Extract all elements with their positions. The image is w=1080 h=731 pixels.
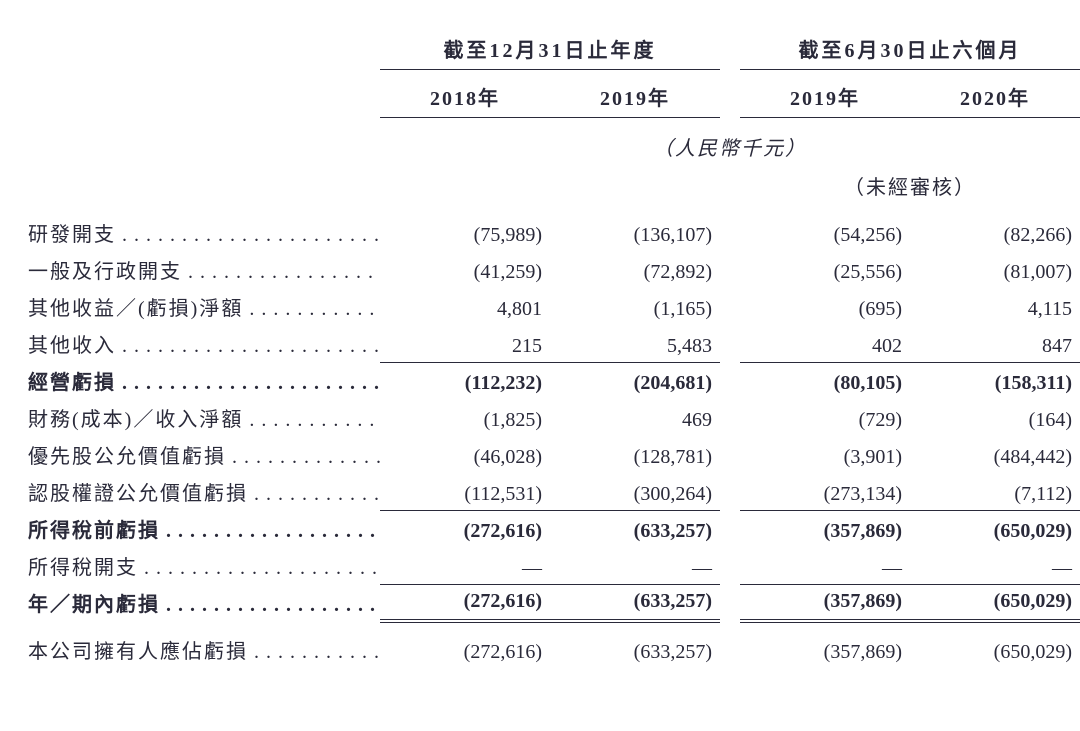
cell: 4,801 (380, 288, 550, 325)
cell: — (740, 547, 910, 584)
cell: 469 (550, 399, 720, 436)
cell: — (380, 547, 550, 584)
period-header-row: 截至12月31日止年度 截至6月30日止六個月 (20, 30, 1080, 70)
cell: (1,165) (550, 288, 720, 325)
cell: (7,112) (910, 473, 1080, 510)
cell: — (550, 547, 720, 584)
row-label: 所得稅前虧損 (28, 520, 160, 542)
row-label: 其他收入 (28, 335, 116, 357)
row-warr: 認股權證公允價值虧損 (112,531) (300,264) (273,134)… (20, 473, 1080, 510)
cell: — (910, 547, 1080, 584)
row-fin: 財務(成本)／收入淨額 (1,825) 469 (729) (164) (20, 399, 1080, 436)
cell: (112,531) (380, 473, 550, 510)
cell: (357,869) (740, 510, 910, 547)
cell: 402 (740, 325, 910, 362)
period-header-1: 截至12月31日止年度 (380, 30, 720, 70)
col-2020: 2020年 (910, 78, 1080, 118)
cell: 5,483 (550, 325, 720, 362)
row-tax: 所得稅開支 — — — — (20, 547, 1080, 584)
cell: 847 (910, 325, 1080, 362)
cell: (25,556) (740, 251, 910, 288)
row-label: 一般及行政開支 (28, 261, 182, 283)
cell: (1,825) (380, 399, 550, 436)
cell: (695) (740, 288, 910, 325)
row-otherinc: 其他收入 215 5,483 402 847 (20, 325, 1080, 362)
row-label: 優先股公允價值虧損 (28, 446, 226, 468)
cell: (204,681) (550, 362, 720, 399)
cell: (357,869) (740, 631, 910, 668)
cell: (300,264) (550, 473, 720, 510)
cell: (80,105) (740, 362, 910, 399)
cell: (273,134) (740, 473, 910, 510)
cell: (54,256) (740, 214, 910, 251)
row-label: 研發開支 (28, 224, 116, 246)
cell: (650,029) (910, 584, 1080, 621)
row-pretax: 所得稅前虧損 (272,616) (633,257) (357,869) (65… (20, 510, 1080, 547)
cell: (650,029) (910, 510, 1080, 547)
cell: (128,781) (550, 436, 720, 473)
col-2018: 2018年 (380, 78, 550, 118)
cell: (82,266) (910, 214, 1080, 251)
unit-label: （人民幣千元） (380, 118, 1080, 168)
cell: (272,616) (380, 584, 550, 621)
period-header-2: 截至6月30日止六個月 (740, 30, 1080, 70)
audit-label: （未經審核） (740, 167, 1080, 214)
cell: 4,115 (910, 288, 1080, 325)
cell: (46,028) (380, 436, 550, 473)
row-label: 所得稅開支 (28, 557, 138, 579)
cell: (633,257) (550, 510, 720, 547)
row-pref: 優先股公允價值虧損 (46,028) (128,781) (3,901) (48… (20, 436, 1080, 473)
cell: (484,442) (910, 436, 1080, 473)
cell: (75,989) (380, 214, 550, 251)
row-label: 經營虧損 (28, 372, 116, 394)
cell: (158,311) (910, 362, 1080, 399)
cell: (650,029) (910, 631, 1080, 668)
row-label: 年／期內虧損 (28, 594, 160, 616)
row-label: 本公司擁有人應佔虧損 (28, 641, 248, 663)
row-label: 其他收益／(虧損)淨額 (28, 298, 243, 320)
cell: (41,259) (380, 251, 550, 288)
cell: (136,107) (550, 214, 720, 251)
cell: (72,892) (550, 251, 720, 288)
cell: (164) (910, 399, 1080, 436)
cell: (729) (740, 399, 910, 436)
row-othergl: 其他收益／(虧損)淨額 4,801 (1,165) (695) 4,115 (20, 288, 1080, 325)
row-netloss: 年／期內虧損 (272,616) (633,257) (357,869) (65… (20, 584, 1080, 621)
audit-row: （未經審核） (20, 167, 1080, 214)
row-attrib: 本公司擁有人應佔虧損 (272,616) (633,257) (357,869)… (20, 631, 1080, 668)
row-oploss: 經營虧損 (112,232) (204,681) (80,105) (158,3… (20, 362, 1080, 399)
cell: (81,007) (910, 251, 1080, 288)
row-rd: 研發開支 (75,989) (136,107) (54,256) (82,266… (20, 214, 1080, 251)
cell: (633,257) (550, 631, 720, 668)
row-label: 認股權證公允價值虧損 (28, 483, 248, 505)
row-admin: 一般及行政開支 (41,259) (72,892) (25,556) (81,0… (20, 251, 1080, 288)
col-2019a: 2019年 (550, 78, 720, 118)
row-label: 財務(成本)／收入淨額 (28, 409, 243, 431)
unit-row: （人民幣千元） (20, 118, 1080, 168)
cell: (112,232) (380, 362, 550, 399)
cell: (357,869) (740, 584, 910, 621)
financial-table: 截至12月31日止年度 截至6月30日止六個月 2018年 2019年 2019… (20, 30, 1080, 668)
cell: (272,616) (380, 510, 550, 547)
col-2019b: 2019年 (740, 78, 910, 118)
cell: (633,257) (550, 584, 720, 621)
cell: 215 (380, 325, 550, 362)
cell: (3,901) (740, 436, 910, 473)
year-header-row: 2018年 2019年 2019年 2020年 (20, 78, 1080, 118)
cell: (272,616) (380, 631, 550, 668)
